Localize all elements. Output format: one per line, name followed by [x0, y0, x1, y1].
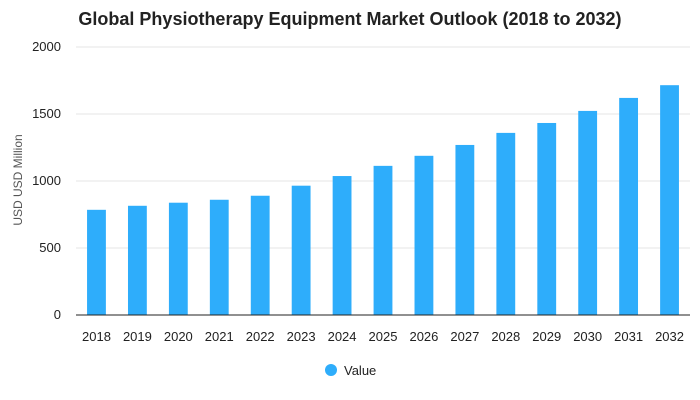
- bars: [87, 85, 679, 315]
- y-axis-label: USD USD Million: [11, 134, 25, 225]
- bar-2019[interactable]: [127, 205, 147, 315]
- bar-2025[interactable]: [373, 165, 393, 315]
- y-tick-label: 2000: [32, 39, 61, 54]
- x-tick-label: 2021: [205, 329, 234, 344]
- bar-2032[interactable]: [660, 85, 679, 315]
- bar-2018[interactable]: [87, 209, 106, 315]
- x-tick-label: 2023: [287, 329, 316, 344]
- bar-2031[interactable]: [619, 97, 639, 315]
- y-tick-label: 1500: [32, 106, 61, 121]
- x-tick-label: 2027: [450, 329, 479, 344]
- x-axis-ticks: 2018 2019 2020 2021 2022 2023 2024 2025 2026 2027…: [82, 329, 684, 344]
- y-tick-label: 500: [39, 240, 61, 255]
- bar-2028[interactable]: [496, 132, 516, 315]
- x-tick-label: 2029: [532, 329, 561, 344]
- legend-label-value: Value: [344, 363, 376, 378]
- x-tick-label: 2031: [614, 329, 643, 344]
- x-tick-label: 2018: [82, 329, 111, 344]
- bar-2026[interactable]: [414, 155, 434, 315]
- bar-2030[interactable]: [578, 110, 598, 315]
- bar-2023[interactable]: [291, 185, 311, 315]
- bar-2024[interactable]: [332, 176, 352, 315]
- bar-2029[interactable]: [537, 122, 557, 315]
- x-tick-label: 2030: [573, 329, 602, 344]
- y-tick-label: 0: [54, 307, 61, 322]
- x-tick-label: 2026: [409, 329, 438, 344]
- x-tick-label: 2025: [369, 329, 398, 344]
- y-tick-label: 1000: [32, 173, 61, 188]
- x-tick-label: 2022: [246, 329, 275, 344]
- bar-2021[interactable]: [209, 199, 229, 315]
- legend-swatch-value: [325, 364, 337, 376]
- legend[interactable]: Value: [325, 363, 376, 378]
- x-tick-label: 2032: [655, 329, 684, 344]
- x-tick-label: 2019: [123, 329, 152, 344]
- chart-title: Global Physiotherapy Equipment Market Ou…: [78, 9, 621, 29]
- bar-2027[interactable]: [455, 144, 475, 315]
- bar-2020[interactable]: [168, 202, 188, 315]
- x-tick-label: 2028: [491, 329, 520, 344]
- x-tick-label: 2024: [328, 329, 357, 344]
- y-axis-ticks: 0 500 1000 1500 2000: [32, 39, 61, 322]
- bar-2022[interactable]: [250, 195, 270, 315]
- x-tick-label: 2020: [164, 329, 193, 344]
